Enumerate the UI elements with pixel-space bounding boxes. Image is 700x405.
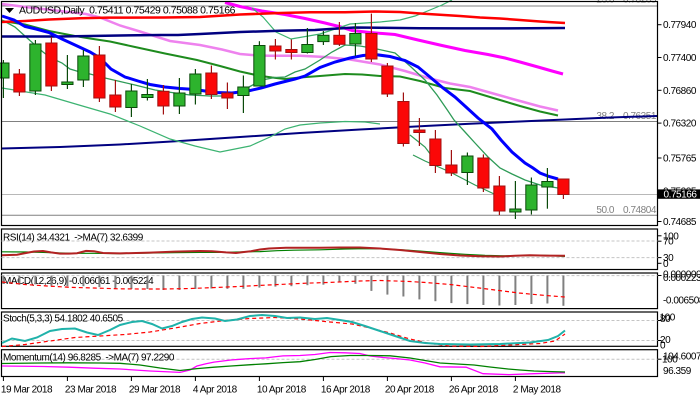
svg-text:70: 70: [663, 237, 674, 248]
svg-text:Momentum(14) 96.8285 ->MA(7): Momentum(14) 96.8285 ->MA(7) 97.2290: [3, 353, 175, 364]
svg-text:Stoch(5,3,3) 54.1802 40.6505: Stoch(5,3,3) 54.1802 40.6505: [3, 314, 124, 325]
svg-text:0.77400: 0.77400: [663, 53, 697, 64]
svg-text:50.0: 50.0: [596, 205, 615, 216]
svg-text:AUDUSD,Daily 0.75411 0.75429: AUDUSD,Daily 0.75411 0.75429 0.75088 0.7…: [19, 5, 236, 17]
svg-text:30: 30: [663, 253, 674, 264]
svg-text:96.359: 96.359: [663, 366, 692, 377]
svg-text:0.78265: 0.78265: [623, 0, 657, 6]
svg-text:0: 0: [663, 259, 669, 270]
svg-text:0.74685: 0.74685: [663, 217, 697, 228]
svg-text:0.000223: 0.000223: [663, 273, 700, 284]
svg-text:26 Apr 2018: 26 Apr 2018: [449, 385, 499, 396]
svg-text:-0.006508: -0.006508: [663, 296, 700, 307]
svg-text:23 Mar 2018: 23 Mar 2018: [65, 385, 117, 396]
svg-text:104.6007: 104.6007: [663, 352, 700, 363]
svg-text:38.2: 38.2: [596, 111, 615, 122]
svg-text:0.76860: 0.76860: [663, 86, 697, 97]
svg-text:19 Mar 2018: 19 Mar 2018: [1, 385, 53, 396]
svg-text:MACD(12,26,9) -0.006061 -0.005: MACD(12,26,9) -0.006061 -0.005224: [3, 276, 154, 287]
svg-text:100: 100: [660, 313, 676, 324]
svg-text:80: 80: [660, 314, 671, 325]
svg-text:0.000000: 0.000000: [663, 270, 700, 281]
svg-text:0.75765: 0.75765: [663, 154, 697, 165]
svg-text:16 Apr 2018: 16 Apr 2018: [321, 385, 371, 396]
svg-text:0.77940: 0.77940: [663, 20, 697, 31]
svg-text:RSI(14) 34.4321 ->MA(7) 32.63: RSI(14) 34.4321 ->MA(7) 32.6399: [3, 233, 144, 244]
svg-text:100: 100: [662, 355, 678, 366]
svg-text:20: 20: [660, 335, 671, 346]
svg-text:10 Apr 2018: 10 Apr 2018: [257, 385, 307, 396]
svg-text:4 Apr 2018: 4 Apr 2018: [193, 385, 238, 396]
svg-text:0.76320: 0.76320: [663, 119, 697, 130]
svg-text:29 Mar 2018: 29 Mar 2018: [129, 385, 181, 396]
svg-text:100: 100: [663, 231, 679, 242]
svg-text:23.6: 23.6: [596, 0, 615, 6]
svg-text:0.75166: 0.75166: [664, 189, 698, 200]
svg-text:2 May 2018: 2 May 2018: [513, 385, 562, 396]
svg-text:20 Apr 2018: 20 Apr 2018: [385, 385, 435, 396]
svg-text:0.74804: 0.74804: [623, 205, 657, 216]
svg-text:0: 0: [660, 341, 666, 352]
